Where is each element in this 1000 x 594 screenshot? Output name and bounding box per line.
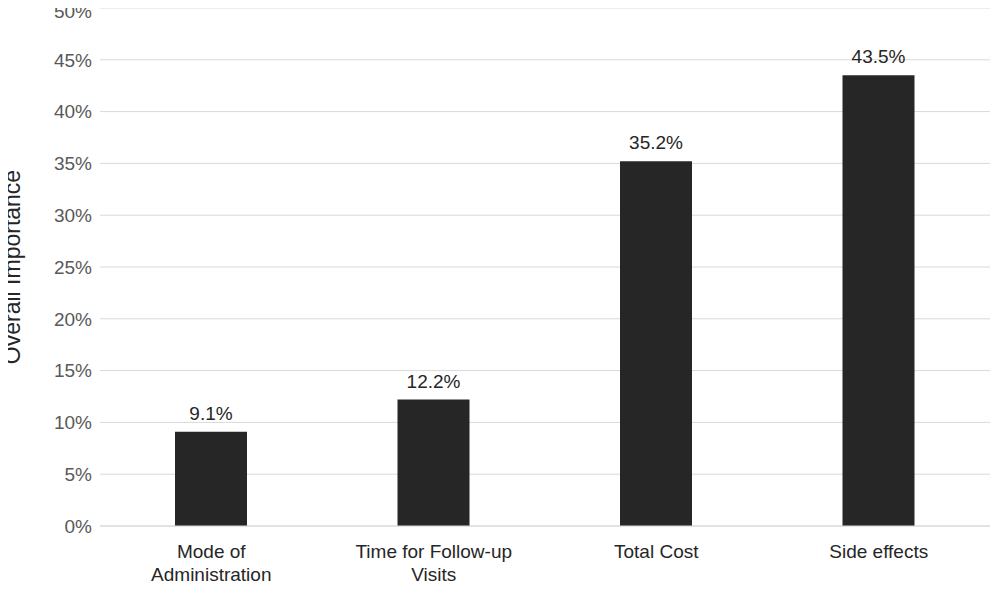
svg-text:Mode ofAdministration: Mode ofAdministration (151, 541, 271, 585)
svg-text:Side effects: Side effects (829, 541, 928, 562)
svg-text:15%: 15% (54, 360, 92, 381)
svg-text:10%: 10% (54, 412, 92, 433)
svg-text:12.2%: 12.2% (407, 371, 461, 392)
svg-text:25%: 25% (54, 257, 92, 278)
svg-text:9.1%: 9.1% (189, 403, 232, 424)
svg-text:Total Cost: Total Cost (614, 541, 699, 562)
svg-text:30%: 30% (54, 205, 92, 226)
svg-text:20%: 20% (54, 309, 92, 330)
svg-text:5%: 5% (65, 464, 93, 485)
svg-text:45%: 45% (54, 50, 92, 71)
svg-text:35.2%: 35.2% (629, 132, 683, 153)
svg-text:0%: 0% (65, 516, 93, 537)
svg-text:Time for Follow-upVisits: Time for Follow-upVisits (355, 541, 512, 585)
svg-text:50%: 50% (54, 8, 92, 22)
svg-text:Overall Importance: Overall Importance (8, 170, 25, 364)
svg-text:35%: 35% (54, 153, 92, 174)
svg-text:43.5%: 43.5% (852, 46, 906, 67)
svg-text:40%: 40% (54, 101, 92, 122)
